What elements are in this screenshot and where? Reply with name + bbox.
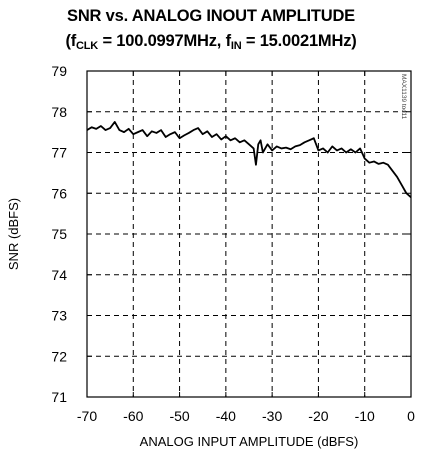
x-tick-label: -50 — [169, 408, 189, 424]
subtitle-in-subscript: IN — [230, 40, 242, 52]
subtitle-in-value: = 15.0021MHz) — [241, 32, 357, 50]
x-tick-label: -30 — [262, 408, 282, 424]
y-tick-label: 73 — [51, 308, 67, 324]
y-tick-label: 77 — [51, 145, 67, 161]
y-tick-label: 72 — [51, 348, 67, 364]
chart-title: SNR vs. ANALOG INOUT AMPLITUDE — [67, 7, 355, 25]
grid-lines — [87, 71, 411, 397]
subtitle-clk-value: = 100.0997MHz, f — [98, 32, 231, 50]
x-tick-labels: -70 -60 -50 -40 -30 -20 -10 0 — [77, 408, 415, 424]
x-tick-label: -40 — [216, 408, 236, 424]
tick-marks — [86, 70, 412, 398]
watermark-label: MAX1139 toc11 — [400, 74, 407, 120]
y-tick-labels: 71 72 73 74 75 76 77 78 79 — [51, 63, 67, 405]
y-axis-label: SNR (dBFS) — [6, 198, 21, 270]
y-tick-label: 79 — [51, 63, 67, 79]
x-tick-label: 0 — [407, 408, 415, 424]
x-axis-label: ANALOG INPUT AMPLITUDE (dBFS) — [140, 434, 359, 449]
y-tick-label: 74 — [51, 267, 67, 283]
subtitle-clk-subscript: CLK — [76, 40, 99, 52]
snr-series-line — [86, 121, 412, 198]
x-tick-label: -70 — [77, 408, 97, 424]
x-tick-label: -20 — [308, 408, 328, 424]
x-tick-label: -60 — [123, 408, 143, 424]
x-tick-label: -10 — [355, 408, 375, 424]
y-tick-label: 76 — [51, 185, 67, 201]
y-tick-label: 71 — [51, 389, 67, 405]
y-tick-label: 75 — [51, 226, 67, 242]
chart-subtitle: (fCLK = 100.0997MHz, fIN = 15.0021MHz) — [0, 31, 422, 56]
y-tick-label: 78 — [51, 104, 67, 120]
series-group — [86, 121, 412, 198]
subtitle-open: (f — [65, 32, 77, 50]
